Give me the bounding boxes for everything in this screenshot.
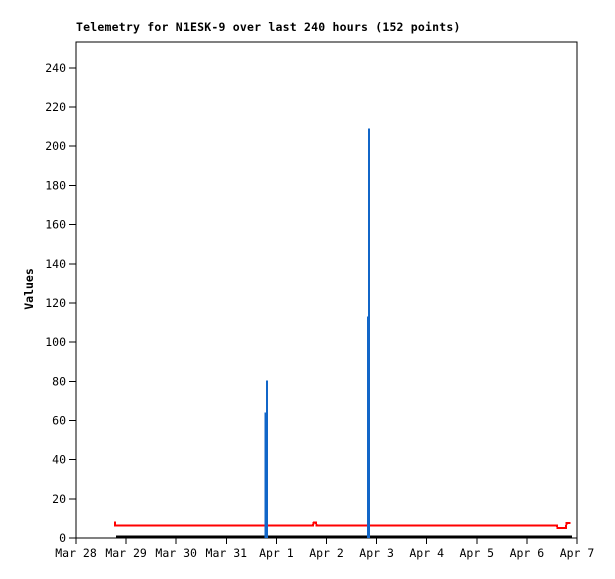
y-tick-label: 80 [52, 374, 66, 388]
y-tick-label: 40 [52, 453, 66, 467]
y-tick-label: 100 [45, 335, 66, 349]
y-tick-label: 200 [45, 139, 66, 153]
plot-frame [75, 41, 578, 539]
y-tick-label: 240 [45, 61, 66, 75]
y-tick-label: 60 [52, 413, 66, 427]
y-tick-label: 140 [45, 257, 66, 271]
x-tick-label: Mar 29 [105, 546, 147, 560]
x-tick-label: Apr 2 [309, 546, 344, 560]
x-tick-label: Mar 31 [206, 546, 248, 560]
x-tick-label: Apr 7 [560, 546, 595, 560]
x-tick-label: Mar 28 [55, 546, 97, 560]
x-tick-label: Apr 4 [409, 546, 444, 560]
x-tick-label: Apr 1 [259, 546, 294, 560]
x-tick-label: Apr 6 [510, 546, 545, 560]
y-tick-label: 180 [45, 178, 66, 192]
y-tick-label: 0 [59, 531, 66, 545]
chart-title: Telemetry for N1ESK-9 over last 240 hour… [76, 20, 461, 34]
x-tick-label: Mar 30 [155, 546, 197, 560]
y-tick-label: 220 [45, 100, 66, 114]
series-red-channel-flat-line [113, 521, 571, 529]
y-tick-label: 120 [45, 296, 66, 310]
y-tick-label: 160 [45, 218, 66, 232]
x-tick-label: Apr 5 [459, 546, 494, 560]
x-tick-label: Apr 3 [359, 546, 394, 560]
y-tick-label: 20 [52, 492, 66, 506]
